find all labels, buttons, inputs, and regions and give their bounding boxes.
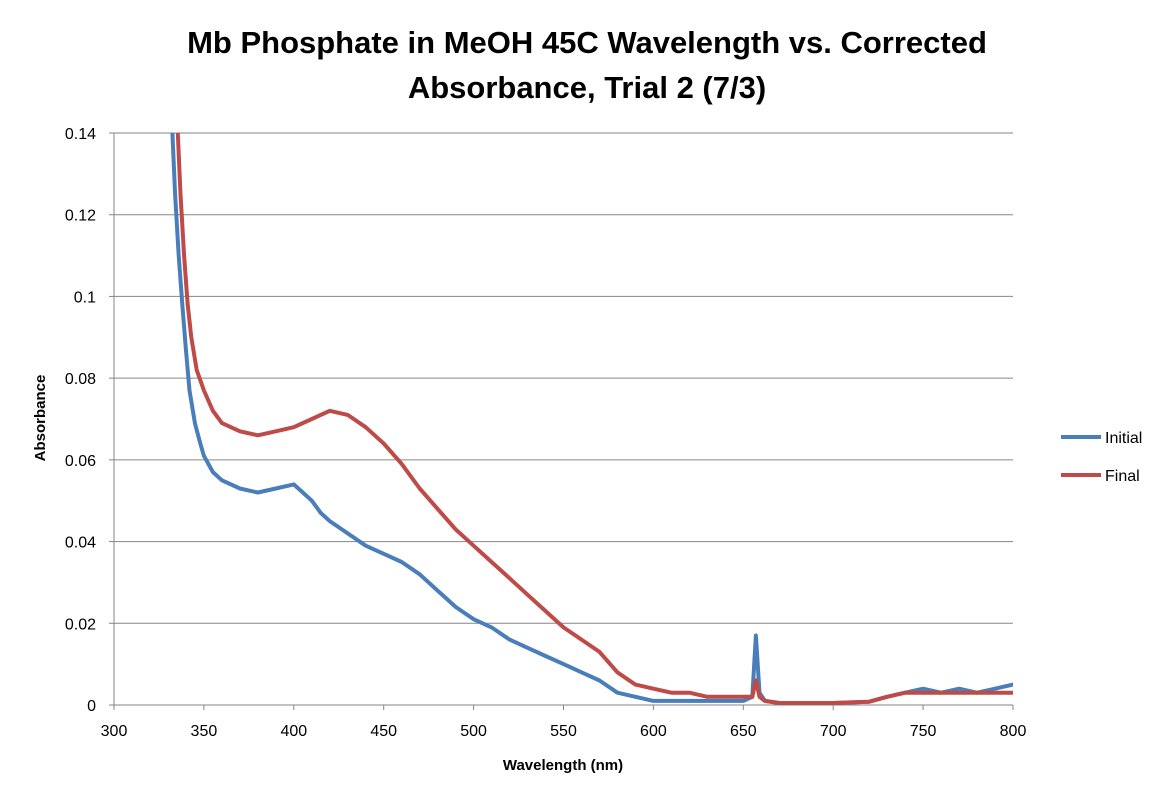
x-tick-label: 450 [370, 723, 397, 740]
x-tick-label: 600 [640, 723, 667, 740]
axes [109, 132, 1014, 710]
x-tick-label: 500 [460, 723, 487, 740]
x-tick-labels: 300 350 400 450 500 550 600 650 700 750 800 [101, 723, 1027, 740]
y-tick-label: 0.02 [65, 616, 96, 633]
x-tick-label: 700 [820, 723, 847, 740]
legend-label-initial: Initial [1105, 430, 1142, 447]
gridlines [114, 132, 1013, 624]
y-tick-label: 0.08 [65, 371, 96, 388]
x-axis-title: Wavelength (nm) [503, 757, 623, 774]
chart-title-line-1: Mb Phosphate in MeOH 45C Wavelength vs. … [187, 25, 987, 60]
y-tick-label: 0.12 [65, 208, 96, 225]
y-tick-label: 0 [87, 698, 96, 715]
x-tick-label: 550 [550, 723, 577, 740]
y-tick-label: 0.1 [74, 289, 96, 306]
x-tick-label: 750 [910, 723, 937, 740]
series-lines [170, 133, 1013, 705]
x-tick-label: 650 [730, 723, 757, 740]
y-tick-label: 0.06 [65, 453, 96, 470]
y-tick-labels: 0 0.02 0.04 0.06 0.08 0.1 0.12 0.14 [65, 126, 96, 715]
series-line-final [175, 133, 1013, 705]
chart-title-line-2: Absorbance, Trial 2 (7/3) [408, 70, 766, 105]
y-axis-title: Absorbance [32, 375, 49, 462]
y-tick-label: 0.14 [65, 126, 96, 143]
x-tick-label: 350 [191, 723, 218, 740]
x-tick-label: 800 [1000, 723, 1027, 740]
y-tick-label: 0.04 [65, 535, 96, 552]
x-tick-label: 400 [280, 723, 307, 740]
x-tick-label: 300 [101, 723, 128, 740]
legend-label-final: Final [1105, 468, 1140, 485]
legend: Initial Final [1061, 430, 1142, 485]
